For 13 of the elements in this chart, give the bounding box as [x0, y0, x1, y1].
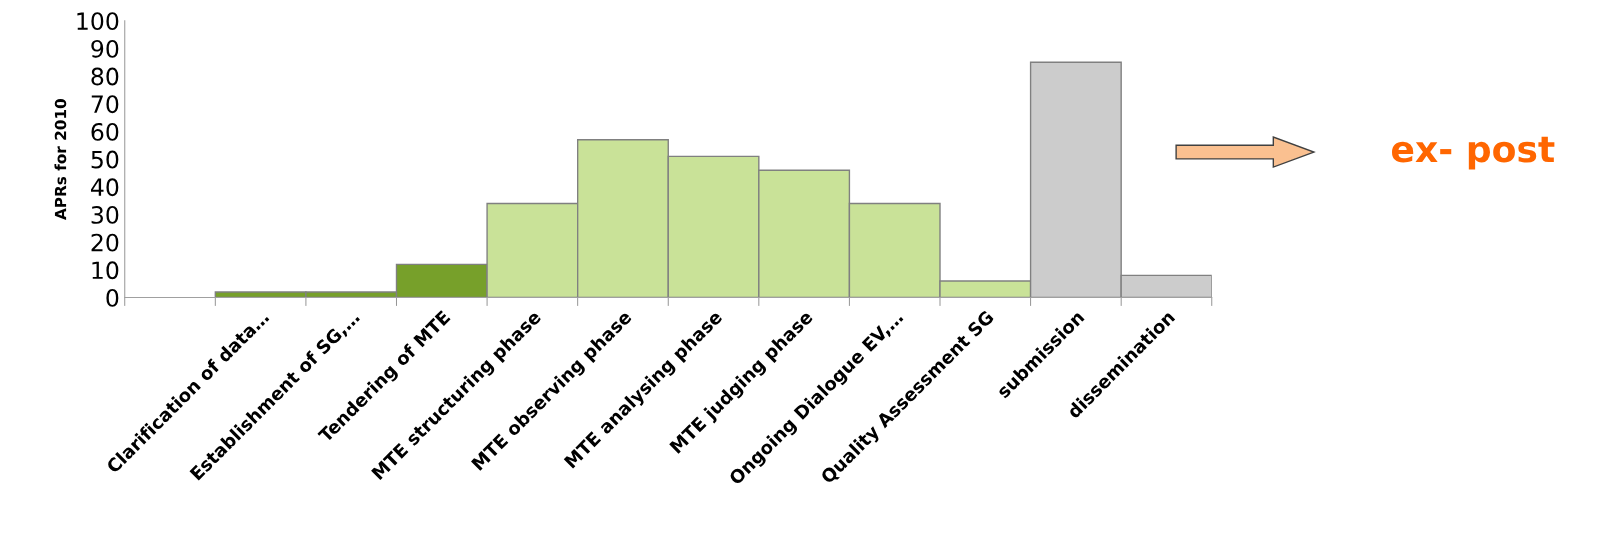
y-tick-label: 30: [91, 205, 119, 224]
y-axis-title: APRs for 2010: [54, 99, 67, 220]
text: ex- post: [1392, 136, 1555, 170]
y-tick-label: 100: [77, 12, 119, 31]
y-tick-label: 90: [91, 39, 119, 58]
y-tick-label: 0: [106, 289, 119, 307]
y-tick-label: 60: [91, 122, 119, 141]
y-tick-label: 20: [91, 233, 119, 252]
y-tick-label: 80: [91, 67, 119, 86]
y-tick-label: 10: [92, 261, 119, 280]
y-tick-label: 70: [91, 95, 119, 114]
y-tick-label: 50: [91, 150, 119, 169]
y-tick-label: 40: [90, 178, 119, 197]
